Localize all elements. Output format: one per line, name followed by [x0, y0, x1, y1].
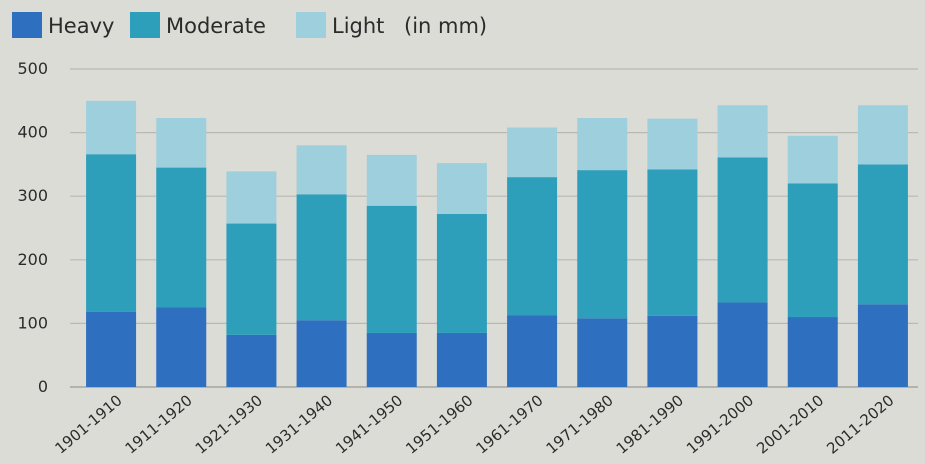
bar-moderate-1931-1940 — [296, 194, 347, 321]
bar-heavy-1971-1980 — [577, 318, 628, 387]
bar-moderate-1921-1930 — [226, 223, 277, 335]
y-tick-label: 0 — [38, 377, 48, 396]
y-tick-label: 100 — [17, 313, 48, 332]
bar-light-1921-1930 — [226, 171, 277, 224]
bar-moderate-1971-1980 — [577, 170, 628, 319]
legend-swatch-light — [296, 12, 326, 38]
bar-light-1951-1960 — [436, 163, 487, 215]
bar-moderate-1961-1970 — [507, 177, 558, 316]
bar-moderate-1981-1990 — [647, 169, 698, 316]
bar-moderate-1941-1950 — [366, 205, 417, 333]
x-tick-label: 1941-1950 — [332, 391, 406, 457]
x-tick-label: 1961-1970 — [472, 391, 546, 457]
x-tick-label: 2001-2010 — [753, 391, 827, 457]
x-axis: 1901-19101911-19201921-19301931-19401941… — [51, 391, 897, 457]
y-axis: 0 100 200 300 400 500 — [17, 59, 48, 396]
legend-label-heavy: Heavy — [48, 14, 114, 38]
bar-light-1961-1970 — [507, 127, 558, 178]
bar-light-1901-1910 — [86, 100, 137, 155]
bar-heavy-1951-1960 — [436, 332, 487, 387]
legend-swatch-heavy — [12, 12, 42, 38]
x-tick-label: 2011-2020 — [823, 391, 897, 457]
bar-moderate-1951-1960 — [436, 214, 487, 333]
x-tick-label: 1991-2000 — [683, 391, 757, 457]
bar-moderate-1991-2000 — [717, 157, 768, 303]
x-tick-label: 1971-1980 — [543, 391, 617, 457]
gridlines — [70, 68, 918, 388]
y-tick-label: 200 — [17, 250, 48, 269]
x-tick-label: 1921-1930 — [192, 391, 266, 457]
bar-moderate-1911-1920 — [156, 167, 207, 308]
y-tick-label: 400 — [17, 123, 48, 142]
legend-label-moderate: Moderate — [166, 14, 266, 38]
bar-light-2001-2010 — [787, 135, 838, 184]
x-tick-label: 1981-1990 — [613, 391, 687, 457]
bar-heavy-1921-1930 — [226, 334, 277, 387]
y-tick-label: 500 — [17, 59, 48, 78]
bar-light-1911-1920 — [156, 117, 207, 168]
bar-heavy-2011-2020 — [857, 304, 908, 387]
bar-heavy-1901-1910 — [86, 311, 137, 387]
bar-light-1931-1940 — [296, 145, 347, 195]
x-tick-label: 1951-1960 — [402, 391, 476, 457]
x-tick-label: 1931-1940 — [262, 391, 336, 457]
bar-heavy-1961-1970 — [507, 315, 558, 387]
bars — [86, 100, 908, 387]
bar-light-1981-1990 — [647, 118, 698, 170]
legend-swatch-moderate — [130, 12, 160, 38]
bar-heavy-1911-1920 — [156, 307, 207, 387]
bar-heavy-1981-1990 — [647, 315, 698, 387]
bar-light-1941-1950 — [366, 154, 417, 206]
x-tick-label: 1901-1910 — [51, 391, 125, 457]
legend: Heavy Moderate Light (in mm) — [12, 12, 487, 38]
bar-heavy-2001-2010 — [787, 317, 838, 387]
legend-label-light: Light — [332, 14, 384, 38]
bar-light-1991-2000 — [717, 105, 768, 158]
bar-heavy-1941-1950 — [366, 332, 417, 387]
y-tick-label: 300 — [17, 186, 48, 205]
bar-heavy-1991-2000 — [717, 302, 768, 387]
x-tick-label: 1911-1920 — [122, 391, 196, 457]
bar-moderate-2011-2020 — [857, 164, 908, 305]
bar-light-2011-2020 — [857, 105, 908, 165]
bar-light-1971-1980 — [577, 117, 628, 171]
bar-moderate-1901-1910 — [86, 154, 137, 312]
bar-heavy-1931-1940 — [296, 320, 347, 387]
legend-unit: (in mm) — [404, 14, 487, 38]
bar-moderate-2001-2010 — [787, 183, 838, 318]
